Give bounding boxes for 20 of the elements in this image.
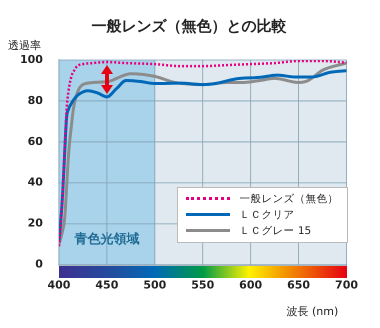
x-tick-label: 550 [191,278,215,292]
y-tick-label: 60 [28,134,44,148]
x-axis-title: 波長 (nm) [286,304,338,319]
y-tick-label: 40 [28,176,44,189]
x-tick-label: 700 [335,278,358,292]
y-tick-label: 20 [28,216,44,230]
chart-title: 一般レンズ（無色）との比較 [92,16,288,35]
y-axis-title: 透過率 [8,38,41,53]
x-tick-label: 450 [95,278,119,292]
y-tick-label: 80 [28,94,44,107]
x-tick-label: 600 [239,278,262,292]
band-label: 青色光領域 [73,232,140,247]
x-tick-label: 400 [47,278,71,292]
y-tick-label: 100 [20,52,44,66]
legend-label: ＬＣクリア [240,208,295,222]
x-tick-label: 650 [287,278,310,292]
y-tick-label: 0 [35,258,44,271]
legend-label: ＬＣグレー 15 [240,224,312,238]
legend-label: 一般レンズ（無色） [240,192,339,206]
x-tick-label: 500 [143,278,167,292]
